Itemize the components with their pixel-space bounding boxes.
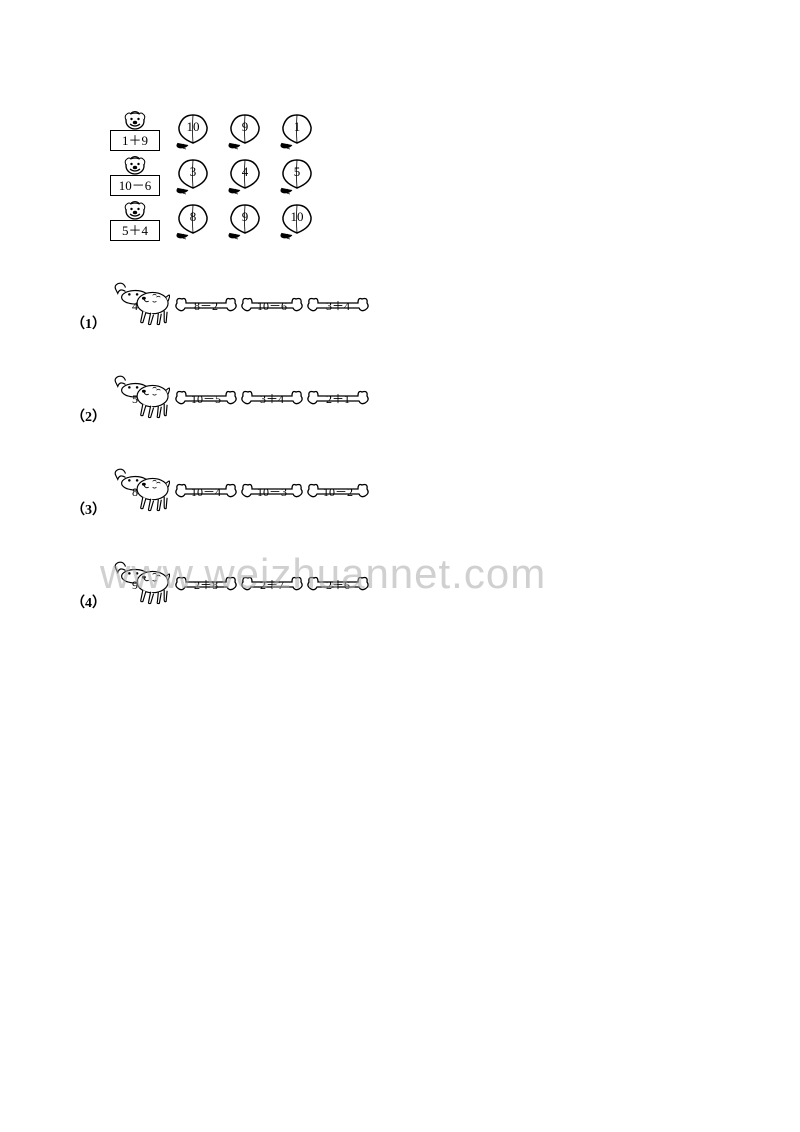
row-label: （2） (70, 406, 106, 426)
dog-section: （1） 4 8－2 10－6 3＋4 （2） 5 10－5 3＋4 2＋1 （3… (110, 281, 370, 608)
clown-icon (122, 110, 148, 130)
bone-group: 8－2 10－6 3＋4 (174, 293, 370, 317)
peach: 3 (172, 156, 214, 196)
clown-row: 10－6 3 4 5 (110, 155, 370, 196)
bone: 10－5 (174, 386, 238, 410)
bone: 10－2 (306, 479, 370, 503)
dog-row: （2） 5 10－5 3＋4 2＋1 (110, 374, 370, 422)
bone-expression: 2＋8 (174, 576, 238, 593)
peach-number: 9 (224, 119, 266, 135)
dog-number: 5 (132, 392, 138, 407)
peach: 8 (172, 201, 214, 241)
bone-group: 10－4 10－3 10－2 (174, 479, 370, 503)
peach-number: 10 (276, 209, 318, 225)
bone-expression: 10－3 (240, 483, 304, 500)
peach-number: 1 (276, 119, 318, 135)
dog-row: （4） 9 2＋8 2＋7 2＋6 (110, 560, 370, 608)
dog-number: 4 (132, 299, 138, 314)
bone: 2＋8 (174, 572, 238, 596)
bone: 10－6 (240, 293, 304, 317)
dog-row: （3） 8 10－4 10－3 10－2 (110, 467, 370, 515)
dog: 5 (110, 374, 170, 422)
clown-icon (122, 155, 148, 175)
peach: 1 (276, 111, 318, 151)
bone: 3＋4 (240, 386, 304, 410)
expression-box: 1＋9 (110, 130, 160, 151)
bone-expression: 10－6 (240, 297, 304, 314)
bone-expression: 10－4 (174, 483, 238, 500)
bone-expression: 8－2 (174, 297, 238, 314)
bone: 10－4 (174, 479, 238, 503)
peach-number: 5 (276, 164, 318, 180)
bone-expression: 2＋1 (306, 390, 370, 407)
bone-expression: 2＋6 (306, 576, 370, 593)
peach-number: 8 (172, 209, 214, 225)
bone-expression: 3＋4 (306, 297, 370, 314)
bone: 10－3 (240, 479, 304, 503)
peach: 4 (224, 156, 266, 196)
clown-box: 1＋9 (110, 110, 160, 151)
row-label: （1） (70, 313, 106, 333)
peach-number: 9 (224, 209, 266, 225)
row-label: （3） (70, 499, 106, 519)
peach-number: 10 (172, 119, 214, 135)
dog: 8 (110, 467, 170, 515)
bone-expression: 2＋7 (240, 576, 304, 593)
worksheet-content: 1＋9 10 9 1 10－6 3 4 5 5＋4 (110, 110, 370, 653)
peach: 5 (276, 156, 318, 196)
dog-number: 8 (132, 485, 138, 500)
dog: 4 (110, 281, 170, 329)
bone-group: 2＋8 2＋7 2＋6 (174, 572, 370, 596)
peach: 10 (172, 111, 214, 151)
clown-row: 5＋4 8 9 10 (110, 200, 370, 241)
peach-group: 3 4 5 (172, 156, 318, 196)
peach-group: 10 9 1 (172, 111, 318, 151)
bone-group: 10－5 3＋4 2＋1 (174, 386, 370, 410)
dog: 9 (110, 560, 170, 608)
peach-number: 4 (224, 164, 266, 180)
peach-number: 3 (172, 164, 214, 180)
bone: 2＋1 (306, 386, 370, 410)
expression-box: 5＋4 (110, 220, 160, 241)
bone-expression: 10－2 (306, 483, 370, 500)
clown-box: 5＋4 (110, 200, 160, 241)
peach: 9 (224, 201, 266, 241)
peach-group: 8 9 10 (172, 201, 318, 241)
bone: 2＋6 (306, 572, 370, 596)
bone: 3＋4 (306, 293, 370, 317)
bone-expression: 3＋4 (240, 390, 304, 407)
bone: 2＋7 (240, 572, 304, 596)
expression-box: 10－6 (110, 175, 160, 196)
clown-box: 10－6 (110, 155, 160, 196)
row-label: （4） (70, 592, 106, 612)
bone-expression: 10－5 (174, 390, 238, 407)
dog-number: 9 (132, 578, 138, 593)
clown-section: 1＋9 10 9 1 10－6 3 4 5 5＋4 (110, 110, 370, 241)
clown-row: 1＋9 10 9 1 (110, 110, 370, 151)
dog-row: （1） 4 8－2 10－6 3＋4 (110, 281, 370, 329)
clown-icon (122, 200, 148, 220)
peach: 10 (276, 201, 318, 241)
bone: 8－2 (174, 293, 238, 317)
peach: 9 (224, 111, 266, 151)
